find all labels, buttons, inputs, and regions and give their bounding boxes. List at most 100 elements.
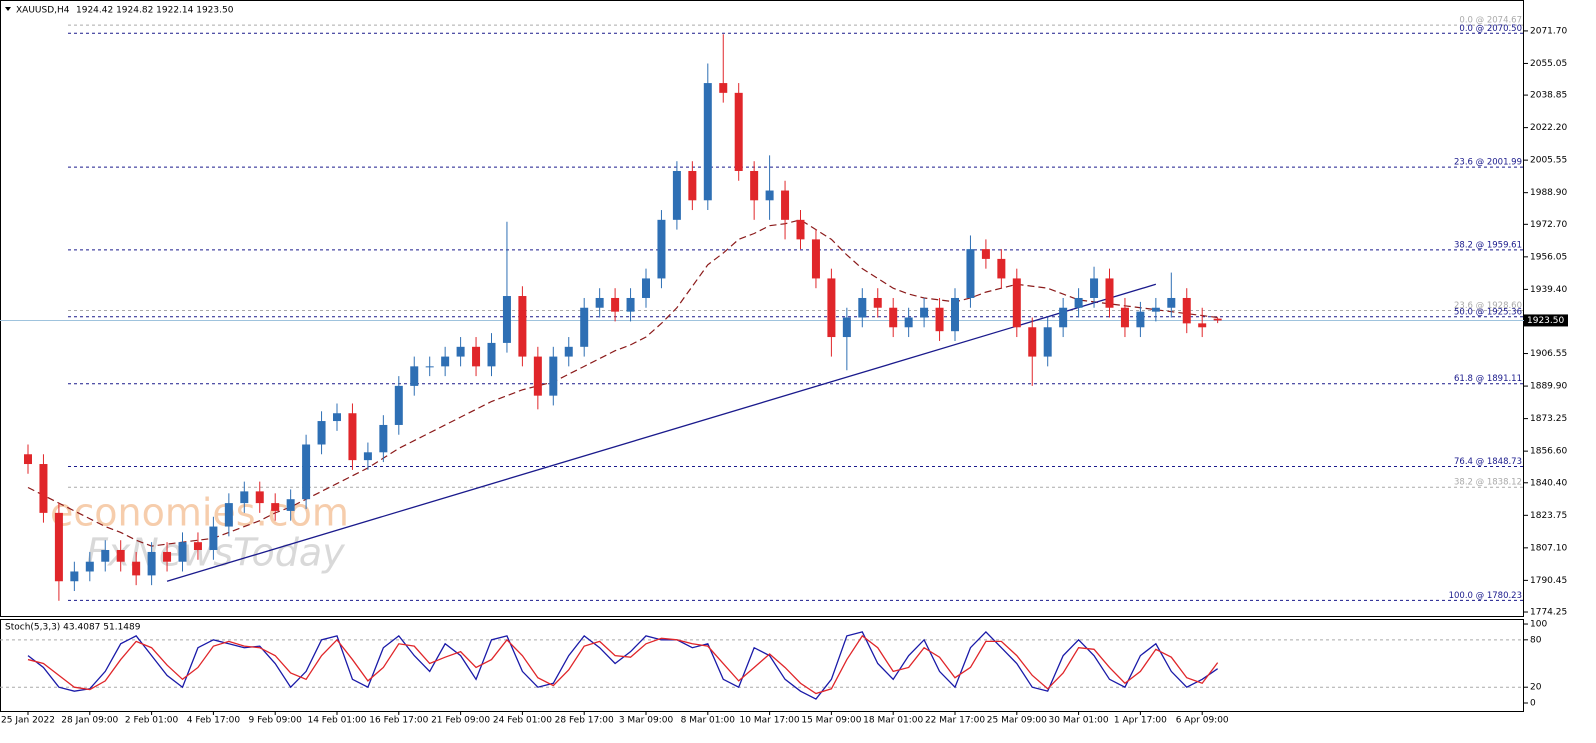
- candle-body: [85, 561, 94, 572]
- y-tick-label: 1840.40: [1530, 478, 1567, 488]
- candle-body: [1213, 318, 1222, 321]
- candle-body: [116, 549, 125, 562]
- candle-body: [842, 317, 851, 338]
- y-tick-label: 100: [1530, 620, 1547, 630]
- candle-body: [472, 346, 481, 367]
- candle-body: [549, 356, 558, 396]
- menu-icon: [5, 7, 11, 11]
- x-tick-label: 8 Mar 01:00: [681, 716, 736, 726]
- candle-body: [209, 526, 218, 550]
- candle-body: [178, 542, 187, 562]
- x-tick-label: 1 Apr 17:00: [1114, 716, 1167, 726]
- x-tick-label: 30 Mar 01:00: [1049, 716, 1109, 726]
- y-tick-label: 1873.25: [1530, 414, 1567, 424]
- candle-body: [410, 366, 419, 386]
- candle-body: [966, 249, 975, 298]
- candle-body: [796, 219, 805, 240]
- indicator-title: Stoch(5,3,3) 43.4087 51.1489: [5, 623, 141, 633]
- fib-label: 0.0 @ 2070.50: [1459, 24, 1522, 34]
- y-tick-label: 0: [1530, 698, 1536, 708]
- candle-body: [101, 549, 110, 562]
- candle-body: [456, 346, 465, 357]
- candle-body: [981, 249, 990, 259]
- fib-label: 23.6 @ 1928.60: [1454, 301, 1522, 311]
- candle-body: [286, 499, 295, 511]
- candle-body: [163, 551, 172, 562]
- x-tick-label: 16 Feb 17:00: [369, 716, 428, 726]
- candle-body: [657, 219, 666, 279]
- candle-body: [1136, 311, 1145, 328]
- candle-body: [255, 491, 264, 504]
- x-tick-label: 9 Feb 09:00: [249, 716, 303, 726]
- chart-subtitle: 1924.42 1924.82 1922.14 1923.50: [76, 6, 234, 16]
- candle-body: [1012, 278, 1021, 328]
- candle-body: [703, 83, 712, 201]
- candle-body: [889, 307, 898, 328]
- y-tick-label: 1956.05: [1530, 252, 1567, 262]
- candle-body: [904, 317, 913, 328]
- candle-body: [1090, 278, 1099, 298]
- x-tick-label: 4 Feb 17:00: [187, 716, 241, 726]
- y-tick-label: 1939.40: [1530, 285, 1567, 295]
- candle-body: [1074, 297, 1083, 308]
- candle-body: [1028, 327, 1037, 357]
- candle-body: [54, 512, 63, 582]
- candle-body: [997, 258, 1006, 279]
- candle-body: [379, 424, 388, 453]
- candle-body: [611, 297, 620, 312]
- fib-label: 23.6 @ 2001.99: [1454, 158, 1522, 168]
- candle-body: [920, 307, 929, 318]
- candle-body: [595, 297, 604, 308]
- y-tick-label: 1889.90: [1530, 382, 1567, 392]
- y-tick-label: 1988.90: [1530, 188, 1567, 198]
- candle-body: [734, 92, 743, 171]
- candle-body: [441, 356, 450, 367]
- x-tick-label: 22 Mar 17:00: [925, 716, 985, 726]
- candle-body: [580, 307, 589, 347]
- candle-body: [858, 297, 867, 318]
- candle-body: [502, 296, 511, 343]
- candle-body: [24, 454, 32, 465]
- stoch-line: [27, 630, 1219, 700]
- candle-body: [935, 307, 944, 332]
- candle-body: [951, 297, 959, 332]
- y-tick-label: 2055.05: [1530, 59, 1567, 69]
- candle-body: [363, 452, 372, 461]
- current-price-label: 1923.50: [1527, 316, 1564, 326]
- candle-body: [827, 278, 836, 338]
- candle-body: [39, 464, 48, 513]
- chart-title: XAUUSD,H4: [16, 6, 70, 16]
- x-tick-label: 25 Mar 09:00: [987, 716, 1047, 726]
- y-tick-label: 1972.70: [1530, 220, 1567, 230]
- candle-body: [425, 366, 434, 368]
- y-tick-label: 2005.55: [1530, 156, 1567, 166]
- candle-body: [1198, 323, 1207, 328]
- y-tick-label: 80: [1530, 635, 1542, 645]
- y-tick-label: 1807.10: [1530, 543, 1567, 553]
- candle-body: [132, 561, 141, 576]
- stoch-line: [27, 634, 1219, 695]
- candle-body: [487, 342, 496, 367]
- candle-body: [193, 542, 202, 550]
- fib-label: 50.0 @ 1925.36: [1454, 307, 1522, 317]
- x-tick-label: 28 Feb 17:00: [555, 716, 614, 726]
- watermark: economies.com: [50, 491, 349, 535]
- x-tick-label: 14 Feb 01:00: [307, 716, 366, 726]
- candle-body: [1043, 327, 1052, 357]
- fib-label: 38.2 @ 1959.61: [1454, 240, 1522, 250]
- candle-body: [626, 297, 635, 312]
- candle-body: [750, 170, 759, 201]
- fib-label: 76.4 @ 1848.73: [1454, 457, 1522, 467]
- y-tick-label: 1906.55: [1530, 349, 1567, 359]
- candle-body: [70, 571, 79, 582]
- y-tick-label: 1790.45: [1530, 576, 1567, 586]
- x-tick-label: 25 Jan 2022: [1, 716, 55, 726]
- candle-body: [564, 346, 573, 357]
- y-tick-label: 20: [1530, 683, 1542, 693]
- candle-body: [719, 83, 728, 93]
- candle-body: [1059, 307, 1068, 328]
- y-tick-label: 1823.75: [1530, 511, 1567, 521]
- fib-label: 100.0 @ 1780.23: [1449, 591, 1522, 601]
- y-tick-label: 2071.70: [1530, 26, 1567, 36]
- candle-body: [765, 190, 774, 201]
